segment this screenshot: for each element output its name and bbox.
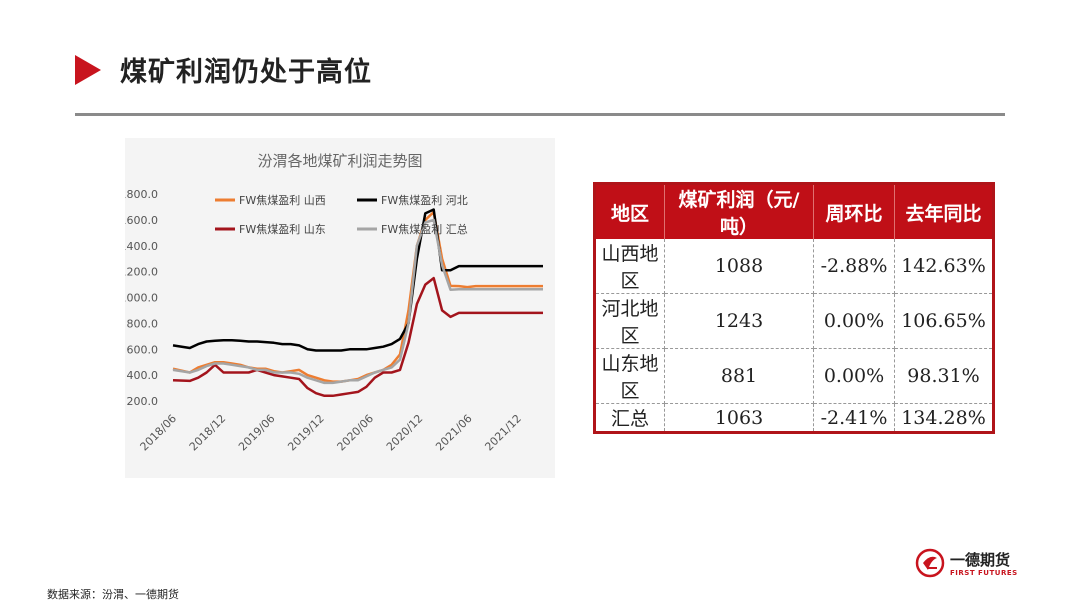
brand-subtitle: FIRST FUTURES: [950, 569, 1018, 577]
x-tick-label: 2020/06: [335, 412, 377, 454]
y-tick-label: 1200.0: [125, 266, 158, 279]
table-cell-profit: 1243: [664, 293, 814, 349]
table-cell-profit: 1063: [664, 403, 814, 433]
table-row: 河北地区 1243 0.00% 106.65%: [594, 293, 994, 349]
table-cell-wow: -2.41%: [813, 403, 895, 433]
table-cell-yoy: 98.31%: [894, 348, 994, 404]
table-cell-yoy: 106.65%: [894, 293, 994, 349]
table-cell-region: 山西地区: [594, 239, 665, 294]
data-source-note: 数据来源：汾渭、一德期货: [47, 588, 179, 601]
table-header-wow: 周环比: [813, 183, 895, 239]
table-cell-yoy: 134.28%: [901, 406, 986, 429]
table-header-region: 地区: [594, 183, 665, 239]
legend-label: FW焦煤盈利 山西: [239, 194, 326, 207]
table-header-yoy: 去年同比: [894, 183, 994, 239]
y-tick-label: 1000.0: [125, 292, 158, 305]
x-tick-label: 2021/06: [433, 412, 475, 454]
x-tick-label: 2019/06: [236, 412, 278, 454]
table-row: 汇总 1063 -2.41% 134.28%: [594, 403, 994, 433]
table-cell-profit: 881: [664, 348, 814, 404]
table-cell-region: 山东地区: [594, 348, 665, 404]
series-line-shandong: [172, 276, 543, 398]
x-tick-label: 2019/12: [285, 412, 327, 454]
table-cell-wow: 0.00%: [813, 348, 895, 404]
title-arrow-icon: [75, 55, 101, 85]
y-tick-label: 400.0: [127, 369, 159, 382]
table-header-row: 地区 煤矿利润（元/吨） 周环比 去年同比: [594, 183, 994, 239]
table-cell-wow: 0.00%: [813, 293, 895, 349]
page-title: 煤矿利润仍处于高位: [120, 57, 372, 88]
table-row: 山东地区 881 0.00% 98.31%: [594, 348, 994, 404]
y-tick-label: 600.0: [127, 343, 159, 356]
x-tick-label: 2018/06: [138, 412, 180, 454]
table-header-profit: 煤矿利润（元/吨）: [664, 183, 814, 239]
table-cell-yoy: 142.63%: [894, 239, 994, 294]
brand-logo-icon: [915, 548, 945, 578]
chart-title: 汾渭各地煤矿利润走势图: [257, 152, 422, 170]
table-cell-profit: 1088: [664, 239, 814, 294]
y-tick-label: 800.0: [127, 317, 159, 330]
x-tick-label: 2020/12: [384, 412, 426, 454]
y-tick-label: 1600.0: [125, 214, 158, 227]
series-line-shanxi: [172, 210, 543, 383]
profit-line-chart: 汾渭各地煤矿利润走势图 1800.0 1600.0 1400.0 1200.0 1000…: [125, 152, 543, 454]
table-cell-region: 河北地区: [594, 293, 665, 349]
legend-label: FW焦煤盈利 汇总: [381, 222, 468, 236]
y-tick-label: 200.0: [127, 395, 159, 408]
legend-label: FW焦煤盈利 河北: [381, 194, 468, 207]
x-tick-label: 2021/12: [482, 412, 524, 454]
legend-label: FW焦煤盈利 山东: [239, 223, 326, 236]
title-divider: [75, 113, 1005, 116]
profit-table: 地区 煤矿利润（元/吨） 周环比 去年同比 山西地区 1088 -2.88% 1…: [593, 182, 995, 434]
brand-name: 一德期货: [950, 551, 1011, 569]
chart-panel: 汾渭各地煤矿利润走势图 1800.0 1600.0 1400.0 1200.0 1000…: [125, 138, 555, 478]
y-tick-label: 1800.0: [125, 188, 158, 201]
table-cell-wow: -2.88%: [813, 239, 895, 294]
y-tick-label: 1400.0: [125, 240, 158, 253]
series-line-hebei: [172, 208, 543, 352]
series-line-total: [172, 218, 543, 385]
x-tick-label: 2018/12: [187, 412, 229, 454]
table-cell-region: 汇总: [594, 403, 665, 433]
table-row: 山西地区 1088 -2.88% 142.63%: [594, 239, 994, 294]
